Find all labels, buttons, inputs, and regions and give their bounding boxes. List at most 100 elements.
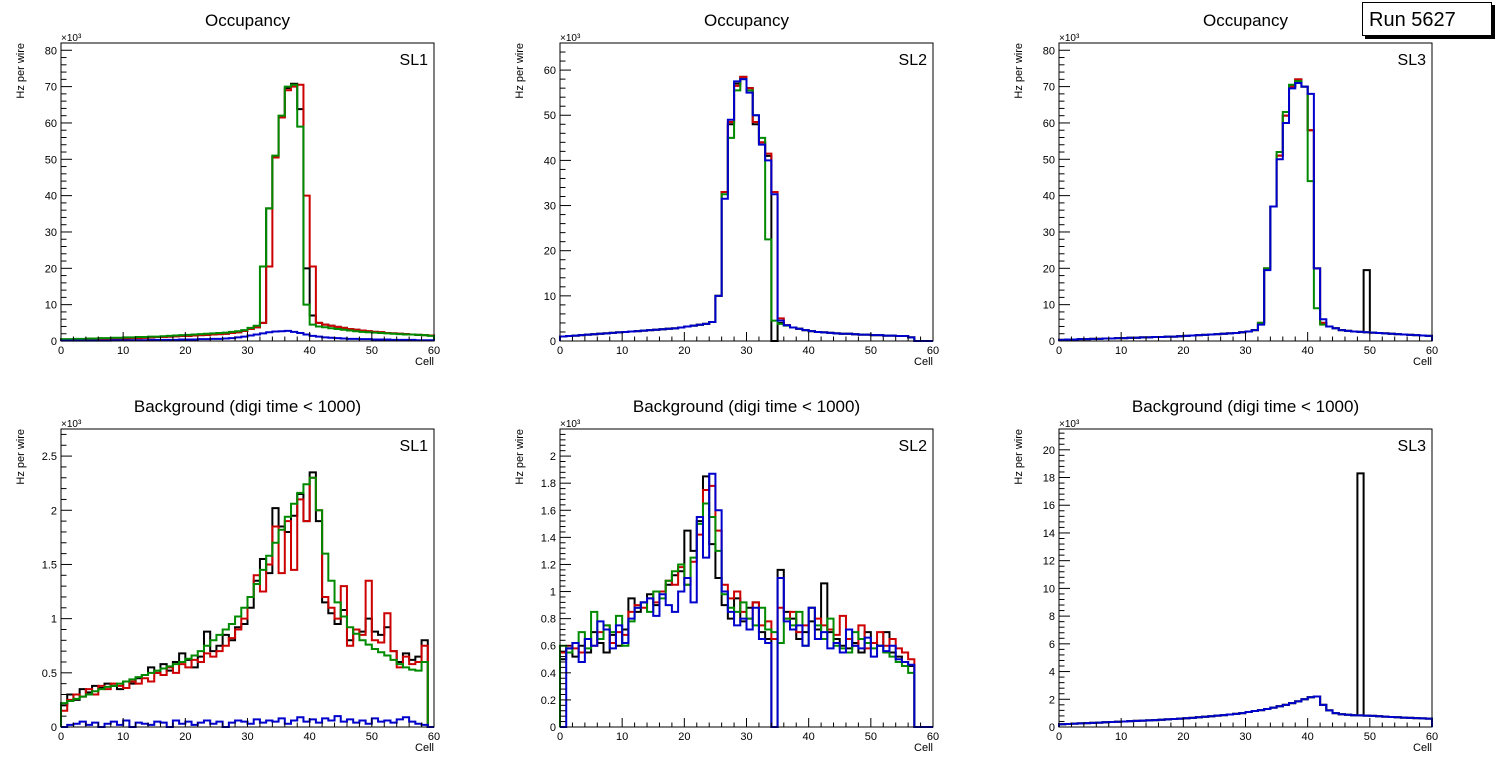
y-tick-label: 0 (1049, 336, 1055, 348)
plot-frame (1058, 42, 1433, 342)
x-tick-label: 0 (557, 345, 563, 357)
x-tick-label: 20 (1177, 345, 1189, 357)
series-line-3 (559, 502, 933, 728)
x-axis-label: Cell (914, 742, 933, 754)
y-tick-label: 0.5 (42, 668, 57, 680)
x-tick-label: 0 (58, 345, 64, 357)
y-tick-label: 18 (1043, 473, 1055, 485)
y-tick-label: 50 (45, 154, 57, 166)
superlayer-label: SL3 (1398, 52, 1427, 69)
y-tick-label: 20 (544, 246, 556, 258)
y-tick-label: 2 (550, 451, 556, 463)
y-tick-label: 40 (1043, 191, 1055, 203)
chart-title: Occupancy (1203, 11, 1289, 30)
series-line-4 (560, 472, 933, 728)
x-tick-label: 10 (117, 731, 129, 743)
y-tick-label: 0 (51, 336, 57, 348)
chart-title: Background (digi time < 1000) (134, 397, 361, 416)
x-tick-label: 0 (1056, 731, 1062, 743)
axis-multiplier: ×10³ (61, 33, 82, 44)
series-line-1 (559, 75, 933, 342)
x-tick-label: 30 (1239, 345, 1251, 357)
series-line-4 (1058, 81, 1433, 341)
series-line-3 (60, 476, 434, 728)
y-tick-label: 1.8 (541, 478, 556, 490)
y-tick-label: 30 (45, 227, 57, 239)
series-line-1 (60, 82, 435, 342)
x-tick-label: 60 (1426, 345, 1438, 357)
x-tick-label: 10 (117, 345, 129, 357)
axis-multiplier: ×10³ (61, 419, 82, 430)
y-tick-label: 20 (1043, 445, 1055, 457)
series-line-1 (1058, 472, 1433, 727)
series-line-3 (1058, 80, 1433, 341)
axis-multiplier: ×10³ (560, 33, 581, 44)
y-tick-label: 50 (544, 110, 556, 122)
y-tick-label: 10 (45, 300, 57, 312)
series-line-2 (60, 476, 434, 728)
x-tick-label: 40 (803, 345, 815, 357)
y-tick-label: 2.5 (42, 451, 57, 463)
chart-title: Occupancy (205, 11, 291, 30)
series-line-4 (60, 329, 435, 342)
x-tick-label: 40 (304, 345, 316, 357)
y-tick-label: 60 (45, 118, 57, 130)
y-axis-label: Hz per wire (514, 43, 526, 99)
y-tick-label: 6 (1049, 639, 1055, 651)
chart-title: Background (digi time < 1000) (633, 397, 860, 416)
x-tick-label: 30 (1239, 731, 1251, 743)
y-tick-label: 0.4 (541, 668, 556, 680)
y-tick-label: 20 (1043, 263, 1055, 275)
y-tick-label: 10 (1043, 300, 1055, 312)
y-tick-label: 1.2 (541, 559, 556, 571)
x-axis-label: Cell (1413, 742, 1432, 754)
x-tick-label: 10 (1115, 731, 1127, 743)
x-tick-label: 50 (865, 731, 877, 743)
axis-multiplier: ×10³ (560, 419, 581, 430)
x-tick-label: 20 (678, 731, 690, 743)
x-tick-label: 40 (1302, 345, 1314, 357)
y-tick-label: 60 (1043, 118, 1055, 130)
y-tick-label: 0.2 (541, 695, 556, 707)
series-line-1 (1058, 78, 1433, 341)
x-tick-label: 50 (1364, 731, 1376, 743)
y-tick-label: 1.6 (541, 505, 556, 517)
panel-sl3-occupancy: Occupancy 0 10 20 30 40 50 60 0 10 20 30 40 50 60 70 80 C… (1013, 11, 1438, 368)
panel-sl3-background: Background (digi time < 1000)0 10 20 30 40 50… (1013, 397, 1438, 754)
x-tick-label: 30 (241, 345, 253, 357)
y-tick-label: 4 (1049, 667, 1055, 679)
y-tick-label: 8 (1049, 611, 1055, 623)
y-tick-label: 1.5 (42, 559, 57, 571)
y-tick-label: 0 (1049, 722, 1055, 734)
superlayer-label: SL1 (400, 52, 429, 69)
series-line-2 (559, 75, 933, 342)
y-tick-label: 30 (544, 201, 556, 213)
x-tick-label: 30 (241, 731, 253, 743)
x-tick-label: 50 (366, 345, 378, 357)
x-tick-label: 10 (616, 731, 628, 743)
y-tick-label: 2 (1049, 694, 1055, 706)
x-tick-label: 30 (740, 345, 752, 357)
superlayer-label: SL2 (899, 52, 928, 69)
x-tick-label: 0 (557, 731, 563, 743)
y-axis-label: Hz per wire (15, 429, 27, 485)
y-tick-label: 40 (544, 155, 556, 167)
x-tick-label: 40 (803, 731, 815, 743)
series-line-3 (60, 83, 435, 341)
x-tick-label: 50 (366, 731, 378, 743)
y-tick-label: 70 (1043, 82, 1055, 94)
axis-multiplier: ×10³ (1059, 419, 1080, 430)
plot-frame (60, 42, 435, 342)
plot-frame (60, 428, 435, 728)
y-tick-label: 10 (1043, 583, 1055, 595)
y-tick-label: 14 (1043, 528, 1055, 540)
y-tick-label: 20 (45, 263, 57, 275)
x-tick-label: 20 (678, 345, 690, 357)
x-axis-label: Cell (1413, 356, 1432, 368)
run-label: Run 5627 (1369, 9, 1456, 31)
x-axis-label: Cell (415, 742, 434, 754)
y-tick-label: 70 (45, 82, 57, 94)
y-tick-label: 50 (1043, 154, 1055, 166)
